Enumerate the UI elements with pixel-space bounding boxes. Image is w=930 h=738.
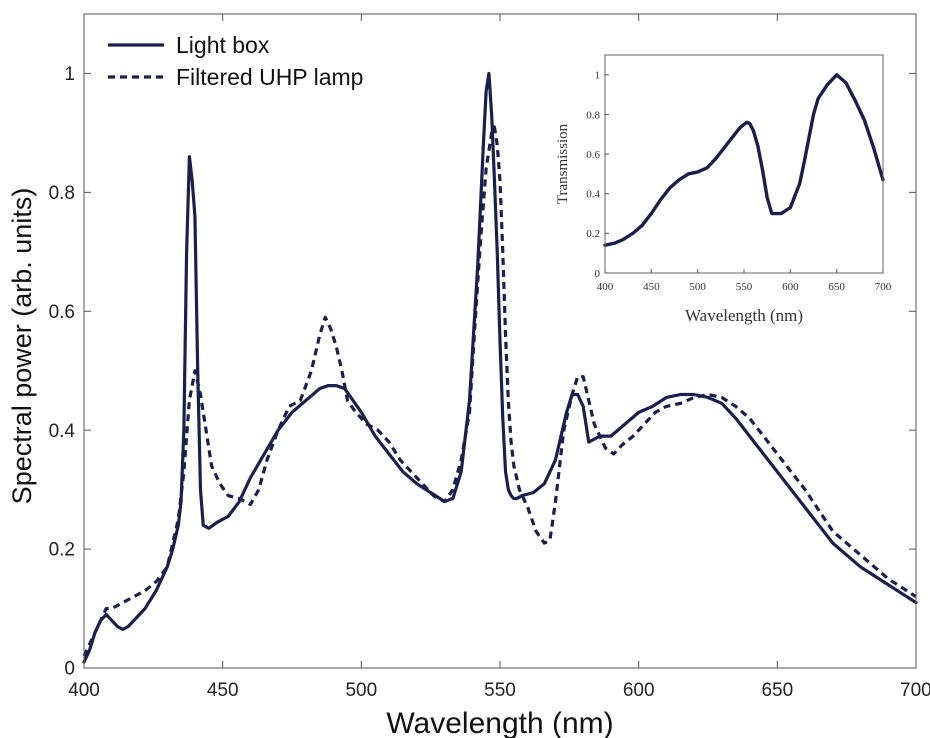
main-x-tick-label: 600 <box>623 680 655 701</box>
inset-x-tick-label: 650 <box>828 281 845 293</box>
inset-y-axis-label: Transmission <box>555 123 571 204</box>
legend-label-0: Light box <box>176 32 270 58</box>
inset-x-tick-label: 500 <box>689 281 706 293</box>
inset-background <box>605 55 883 273</box>
inset-y-ticks: 0 0.2 0.4 0.6 0.8 1 <box>586 70 609 280</box>
inset-y-tick-label: 0.4 <box>586 189 600 201</box>
main-y-tick-label: 0.8 <box>49 183 75 204</box>
inset-y-tick-label: 0.8 <box>586 109 600 121</box>
main-x-axis-label: Wavelength (nm) <box>386 707 613 738</box>
inset-curves <box>603 73 885 247</box>
main-y-ticks: 0 0.2 0.4 0.6 0.8 1 <box>49 64 916 680</box>
main-curves <box>82 71 918 664</box>
main-x-tick-label: 400 <box>68 680 100 701</box>
main-y-tick-label: 0.2 <box>49 540 75 561</box>
inset-x-tick-label: 450 <box>643 281 660 293</box>
legend-label-1: Filtered UHP lamp <box>176 64 363 90</box>
inset-x-tick-label: 600 <box>782 281 799 293</box>
main-plot: 400 450 500 550 600 650 700 0 0.2 0.4 0.6 0.8 1 Wav… <box>7 13 930 738</box>
main-series-filtered-uhp-lamp <box>82 125 917 657</box>
main-y-tick-label: 0.6 <box>49 302 75 323</box>
inset-y-tick-label: 0.2 <box>586 228 600 240</box>
main-y-tick-label: 0.4 <box>49 421 76 442</box>
main-x-tick-label: 650 <box>761 680 793 701</box>
inset-x-tick-label: 550 <box>736 281 753 293</box>
main-x-ticks: 400 450 500 550 600 650 700 <box>68 14 930 701</box>
main-x-tick-label: 500 <box>345 680 377 701</box>
main-y-axis-label: Spectral power (arb. units) <box>7 188 37 505</box>
inset-y-tick-label: 1 <box>595 70 601 82</box>
inset-y-tick-label: 0.6 <box>586 149 600 161</box>
main-x-tick-label: 450 <box>207 680 239 701</box>
legend: Light box Filtered UHP lamp <box>108 32 363 90</box>
inset-y-tick-label: 0 <box>595 268 601 280</box>
inset-x-axis-label: Wavelength (nm) <box>685 306 803 325</box>
main-x-tick-label: 700 <box>900 680 930 701</box>
main-y-tick-label: 1 <box>64 64 75 85</box>
inset-x-tick-label: 700 <box>875 281 892 293</box>
inset-x-tick-label: 400 <box>597 281 614 293</box>
main-x-tick-label: 550 <box>484 680 516 701</box>
inset-transmission-plot: 400 450 500 550 600 650 700 0 0.2 0.4 0.6 0.8 1 Wav… <box>555 54 892 325</box>
inset-x-ticks: 400 450 500 550 600 650 700 <box>597 269 892 293</box>
inset-series-line-0 <box>603 73 885 247</box>
main-y-tick-label: 0 <box>64 659 75 680</box>
